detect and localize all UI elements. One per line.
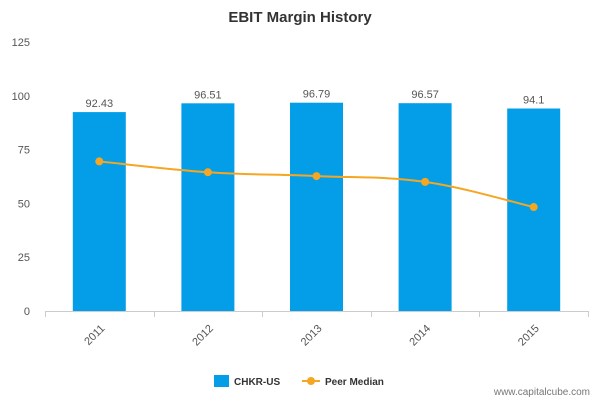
y-tick-label: 75 [18, 145, 30, 157]
watermark-text: www.capitalcube.com [493, 387, 590, 398]
x-tick-label: 2014 [407, 323, 433, 349]
y-tick-label: 0 [24, 306, 30, 318]
bar [398, 103, 452, 311]
x-tick-label: 2013 [299, 323, 325, 349]
bar-series [72, 102, 561, 312]
legend-marker-peer [307, 377, 315, 385]
x-tick-label: 2015 [516, 323, 542, 349]
y-tick-label: 25 [18, 252, 30, 264]
peer-median-point [312, 172, 321, 181]
x-tick-label: 2011 [82, 323, 107, 348]
bar [181, 103, 235, 311]
x-axis: 2011 2012 2013 2014 2015 [45, 311, 589, 348]
bar-data-label: 94.1 [523, 94, 544, 106]
bar-data-label: 96.51 [194, 89, 222, 101]
peer-median-point [421, 177, 430, 186]
peer-median-point [95, 157, 104, 166]
y-tick-label: 125 [12, 37, 30, 49]
bar [290, 102, 343, 311]
y-axis: 0 25 50 75 100 125 [12, 37, 30, 318]
bar-data-label: 96.79 [303, 89, 331, 101]
bar-data-labels: 92.43 96.51 96.79 96.57 94.1 [86, 89, 545, 110]
legend-swatch-chkr [214, 375, 229, 387]
legend-label-chkr: CHKR-US [234, 377, 280, 388]
y-tick-label: 100 [12, 91, 30, 103]
peer-median-point [203, 168, 212, 177]
chart-title: EBIT Margin History [228, 9, 372, 26]
legend: CHKR-US Peer Median [214, 375, 384, 388]
peer-median-series [95, 157, 538, 212]
bar [72, 112, 126, 311]
bar-data-label: 96.57 [411, 89, 439, 101]
peer-median-point [529, 203, 538, 212]
y-tick-label: 50 [18, 198, 30, 210]
x-tick-label: 2012 [190, 323, 216, 349]
legend-label-peer: Peer Median [325, 377, 384, 388]
bar-data-label: 92.43 [86, 98, 114, 110]
